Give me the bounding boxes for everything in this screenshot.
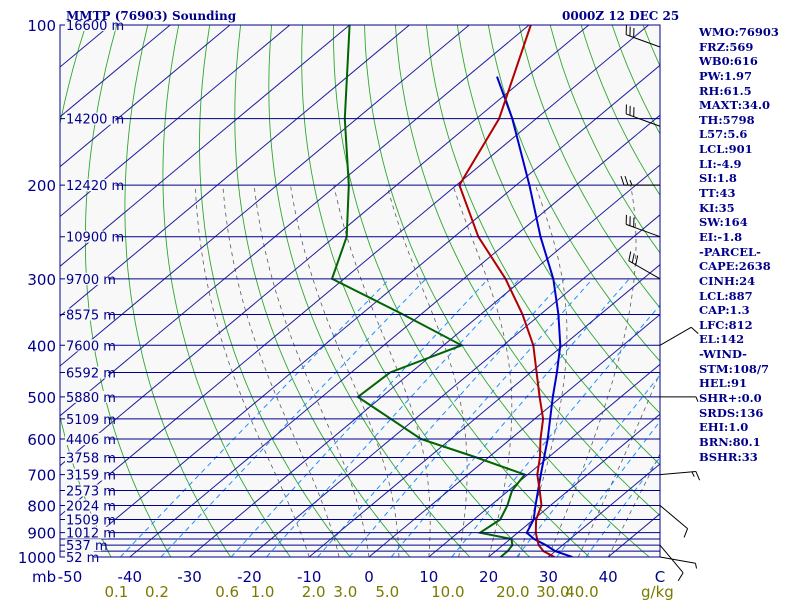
index-line: EL:142 (699, 332, 779, 347)
mixing-ratio-label: 2.0 (302, 583, 326, 600)
pressure-tick-label: 700 (27, 467, 56, 485)
index-line: WMO:76903 (699, 25, 779, 40)
index-line: TH:5798 (699, 113, 779, 128)
index-line: L57:5.6 (699, 127, 779, 142)
wind-barb (660, 327, 698, 345)
wind-barb-shaft (660, 557, 695, 563)
height-label: 52 m (66, 551, 99, 566)
index-line: HEL:91 (699, 376, 779, 391)
height-label: 4406 m (66, 433, 116, 448)
pressure-unit-label: mb (32, 568, 56, 586)
index-line: LFC:812 (699, 318, 779, 333)
height-label: 5880 m (66, 391, 116, 406)
temperature-tick-label: 40 (599, 568, 618, 586)
index-line: LCL:901 (699, 142, 779, 157)
height-label: 6592 m (66, 367, 116, 382)
temperature-tick-label: -30 (177, 568, 202, 586)
index-line: CINH:24 (699, 274, 779, 289)
index-line: WB0:616 (699, 54, 779, 69)
temperature-tick-label: -50 (58, 568, 83, 586)
height-label: 7600 m (66, 339, 116, 354)
index-line: CAPE:2638 (699, 259, 779, 274)
index-line: LI:-4.9 (699, 157, 779, 172)
index-line: SRDS:136 (699, 406, 779, 421)
wind-barb-flag (684, 529, 687, 538)
mixing-ratio-unit: g/kg (641, 583, 674, 600)
index-line: KI:35 (699, 201, 779, 216)
index-line: SI:1.8 (699, 171, 779, 186)
wind-barb-shaft (660, 327, 691, 345)
pressure-tick-label: 1000 (18, 549, 56, 567)
mixing-ratio-label: 5.0 (375, 583, 399, 600)
mixing-ratio-label: 20.0 (496, 583, 529, 600)
valid-time: 0000Z 12 DEC 25 (562, 9, 679, 23)
mixing-ratio-label: 40.0 (565, 583, 598, 600)
pressure-tick-label: 600 (27, 431, 56, 449)
index-line: SHR+:0.0 (699, 391, 779, 406)
index-line: STM:108/7 (699, 362, 779, 377)
index-line: LCL:887 (699, 289, 779, 304)
station-title: MMTP (76903) Sounding (66, 9, 236, 23)
pressure-tick-label: 400 (27, 337, 56, 355)
height-label: 10900 m (66, 231, 124, 246)
height-label: 2024 m (66, 499, 116, 514)
index-line: BSHR:33 (699, 450, 779, 465)
wind-barb (660, 505, 688, 537)
mixing-ratio-label: 0.2 (145, 583, 169, 600)
index-line: -PARCEL- (699, 245, 779, 260)
index-line: CAP:1.3 (699, 303, 779, 318)
mixing-ratio-label: 0.1 (104, 583, 128, 600)
index-line: TT:43 (699, 186, 779, 201)
index-line: SW:164 (699, 215, 779, 230)
wind-barb (660, 397, 698, 402)
wind-barb (660, 471, 700, 480)
index-line: BRN:80.1 (699, 435, 779, 450)
wind-barb-half (695, 563, 696, 568)
wind-barb-shaft (660, 471, 696, 474)
wind-barb-half (692, 472, 694, 477)
mixing-ratio-label: 0.6 (215, 583, 239, 600)
mixing-ratio-label: 10.0 (431, 583, 464, 600)
height-label: 5109 m (66, 413, 116, 428)
index-line: MAXT:34.0 (699, 98, 779, 113)
pressure-tick-label: 200 (27, 177, 56, 195)
index-line: EHI:1.0 (699, 420, 779, 435)
wind-barb-half (696, 397, 698, 402)
mixing-ratio-label: 1.0 (251, 583, 275, 600)
wind-barb-shaft (660, 505, 688, 528)
height-label: 8575 m (66, 308, 116, 323)
height-label: 9700 m (66, 273, 116, 288)
wind-barb-flag (691, 327, 698, 333)
pressure-tick-label: 800 (27, 497, 56, 515)
pressure-tick-label: 900 (27, 525, 56, 543)
height-label: 3159 m (66, 469, 116, 484)
index-line: PW:1.97 (699, 69, 779, 84)
height-label: 14200 m (66, 113, 124, 128)
pressure-tick-label: 300 (27, 271, 56, 289)
wind-barb-flag (696, 471, 700, 480)
height-label: 2573 m (66, 485, 116, 500)
pressure-tick-label: 500 (27, 389, 56, 407)
index-line: EI:-1.8 (699, 230, 779, 245)
wind-barb-flag (678, 573, 683, 581)
index-line: RH:61.5 (699, 84, 779, 99)
index-line: -WIND- (699, 347, 779, 362)
index-line: FRZ:569 (699, 40, 779, 55)
temperature-tick-label: 0 (364, 568, 374, 586)
pressure-tick-label: 100 (27, 17, 56, 35)
mixing-ratio-label: 3.0 (333, 583, 357, 600)
height-label: 12420 m (66, 179, 124, 194)
height-label: 3758 m (66, 451, 116, 466)
